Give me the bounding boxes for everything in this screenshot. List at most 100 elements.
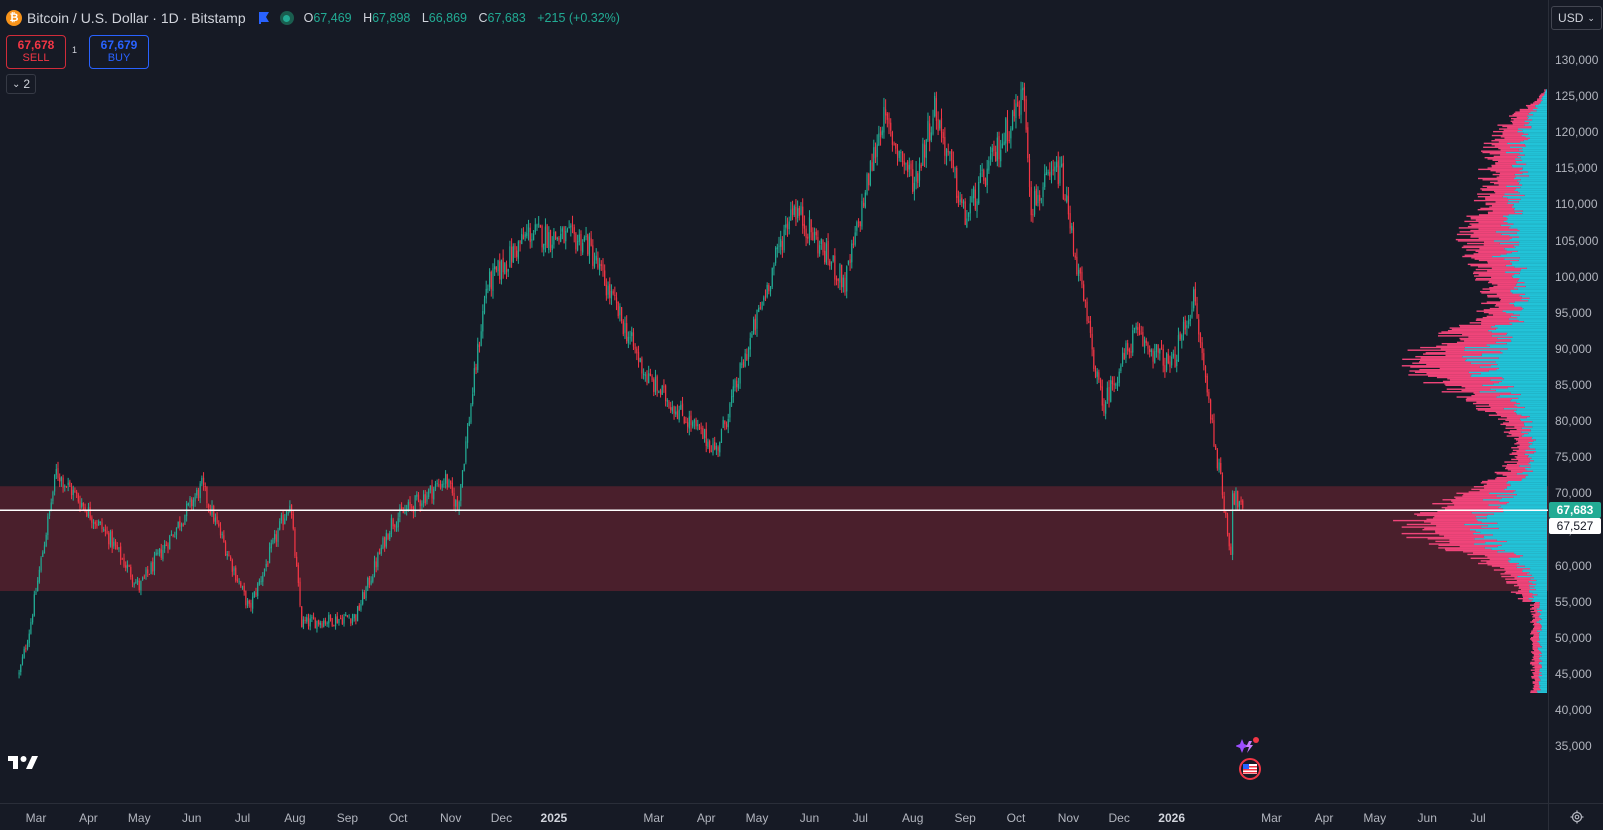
profile-bar-sell xyxy=(1500,566,1517,569)
currency-select[interactable]: USD ⌄ xyxy=(1551,6,1602,30)
chart-pane[interactable] xyxy=(0,0,1548,803)
profile-bar-sell xyxy=(1504,137,1530,139)
profile-bar-sell xyxy=(1533,614,1540,617)
gear-icon[interactable] xyxy=(1570,810,1584,824)
profile-bar-buy xyxy=(1506,540,1547,543)
sell-button[interactable]: 67,678 SELL xyxy=(6,35,66,69)
indicators-toggle-button[interactable]: ⌄ 2 xyxy=(6,74,36,94)
profile-bar-sell xyxy=(1415,355,1463,358)
candle xyxy=(155,549,157,556)
profile-bar-sell xyxy=(1470,236,1520,238)
tradingview-logo-icon[interactable] xyxy=(8,752,40,772)
profile-bar-buy xyxy=(1529,447,1547,449)
profile-bar-buy xyxy=(1536,608,1547,610)
candle xyxy=(365,585,367,601)
profile-bar-sell xyxy=(1495,192,1520,194)
profile-bar-buy xyxy=(1515,411,1547,414)
candle xyxy=(145,567,147,580)
profile-bar-sell xyxy=(1480,482,1507,484)
candle xyxy=(764,289,767,301)
profile-bar-sell xyxy=(1475,277,1520,280)
candle xyxy=(26,639,29,651)
profile-bar-buy xyxy=(1519,272,1547,275)
profile-bar-buy xyxy=(1510,483,1547,485)
profile-bar-buy xyxy=(1520,156,1547,159)
price-chart[interactable] xyxy=(0,0,1548,803)
profile-bar-sell xyxy=(1433,517,1487,519)
candle xyxy=(500,259,503,285)
candle xyxy=(602,258,604,277)
profile-bar-buy xyxy=(1541,646,1547,648)
candle xyxy=(1032,208,1034,223)
profile-bar-buy xyxy=(1466,358,1547,360)
profile-bar-buy xyxy=(1524,406,1547,409)
profile-bar-buy xyxy=(1536,110,1547,112)
candle xyxy=(377,551,379,571)
candle xyxy=(1143,336,1146,354)
profile-bar-buy xyxy=(1506,333,1547,336)
profile-bar-sell xyxy=(1499,172,1523,174)
candle xyxy=(879,126,882,146)
candle xyxy=(494,258,496,277)
candle xyxy=(55,463,57,480)
ai-assistant-icon[interactable] xyxy=(1236,735,1262,757)
candle xyxy=(624,316,626,340)
candle xyxy=(599,257,601,276)
profile-bar-buy xyxy=(1519,465,1547,467)
profile-bar-buy xyxy=(1539,639,1547,641)
profile-bar-buy xyxy=(1515,284,1547,286)
candle xyxy=(680,400,682,410)
price-axis[interactable] xyxy=(1548,0,1603,803)
profile-bar-buy xyxy=(1468,371,1547,374)
candle xyxy=(1010,126,1012,149)
profile-bar-sell xyxy=(1531,677,1540,679)
profile-bar-sell xyxy=(1459,545,1498,548)
time-axis[interactable]: Mar Apr May Jun Jul Aug Sep Oct Nov Dec 2025 Mar Apr… xyxy=(0,803,1548,830)
us-economic-event-icon[interactable] xyxy=(1237,758,1263,780)
profile-bar-buy xyxy=(1480,372,1547,375)
candle xyxy=(927,112,929,142)
candle xyxy=(277,527,279,547)
candle xyxy=(1008,131,1010,144)
candle xyxy=(1216,448,1218,471)
buy-button[interactable]: 67,679 BUY xyxy=(89,35,149,69)
candle xyxy=(260,576,262,585)
chart-settings-corner[interactable] xyxy=(1548,803,1603,830)
candle xyxy=(720,428,723,443)
profile-bar-buy xyxy=(1525,136,1547,138)
flag-icon[interactable] xyxy=(258,12,270,24)
profile-bar-buy xyxy=(1540,685,1547,687)
symbol-title[interactable]: Bitcoin / U.S. Dollar · 1D · Bitstamp xyxy=(27,10,246,26)
profile-bar-sell xyxy=(1510,470,1533,472)
profile-bar-buy xyxy=(1502,215,1547,217)
profile-bar-sell xyxy=(1445,354,1482,357)
candle xyxy=(1094,365,1097,379)
candle xyxy=(1067,187,1070,220)
market-status-icon[interactable] xyxy=(279,11,294,25)
profile-bar-buy xyxy=(1538,657,1547,660)
profile-bar-sell xyxy=(1463,493,1517,496)
profile-bar-buy xyxy=(1517,575,1547,578)
candle xyxy=(587,233,589,257)
candle xyxy=(326,621,328,627)
candle xyxy=(142,576,144,581)
profile-bar-buy xyxy=(1524,154,1547,156)
candle xyxy=(384,536,386,552)
profile-bar-buy xyxy=(1517,190,1547,193)
profile-bar-buy xyxy=(1507,480,1547,483)
profile-bar-sell xyxy=(1519,444,1530,446)
profile-bar-sell xyxy=(1486,315,1511,318)
candle xyxy=(627,331,629,349)
candle xyxy=(781,236,783,258)
candle xyxy=(605,278,607,301)
profile-bar-sell xyxy=(1512,449,1526,452)
profile-bar-sell xyxy=(1437,510,1504,513)
candle xyxy=(1137,321,1139,337)
profile-bar-buy xyxy=(1539,631,1547,634)
candle xyxy=(956,165,958,204)
profile-bar-sell xyxy=(1507,469,1527,471)
candle xyxy=(1242,499,1244,511)
candle xyxy=(725,421,728,430)
candle xyxy=(48,509,51,520)
profile-bar-sell xyxy=(1503,431,1522,433)
